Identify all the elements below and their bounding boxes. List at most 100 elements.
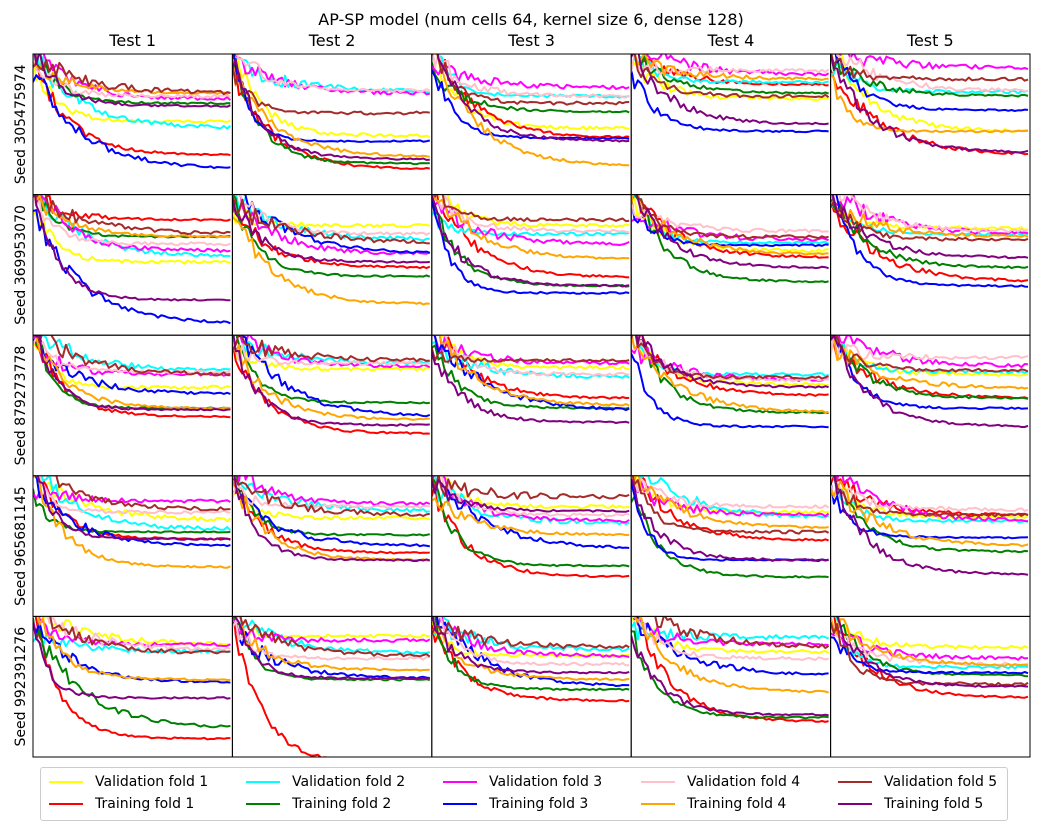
subplot	[830, 615, 1031, 758]
series-line	[232, 216, 430, 306]
series-line	[235, 335, 430, 405]
series-line	[431, 62, 630, 114]
series-line	[33, 475, 231, 569]
subplot	[830, 53, 1031, 196]
series-line	[634, 335, 829, 377]
series-line	[232, 341, 430, 435]
legend-item: Training fold 2	[246, 794, 391, 814]
row-label: Seed 305475974	[13, 64, 29, 184]
series-line	[237, 475, 431, 506]
series-line	[834, 54, 1029, 133]
series-line	[431, 195, 630, 288]
subplot	[630, 53, 832, 196]
subplot	[32, 475, 233, 617]
series-line	[830, 636, 1029, 675]
legend-item: Training fold 3	[443, 794, 588, 814]
series-line	[232, 483, 430, 509]
series-line	[433, 335, 630, 412]
series-line	[635, 335, 829, 389]
series-line	[33, 194, 231, 222]
column-title: Test 5	[906, 31, 954, 50]
series-line	[434, 616, 630, 692]
subplot	[431, 194, 632, 336]
legend-swatch	[838, 781, 872, 783]
series-line	[33, 54, 231, 157]
series-line	[33, 488, 231, 534]
series-line	[33, 54, 231, 108]
series-line	[434, 475, 630, 510]
series-line	[232, 616, 330, 758]
series-line	[232, 335, 430, 363]
series-line	[635, 616, 829, 723]
legend-swatch	[641, 781, 675, 783]
series-line	[34, 194, 231, 302]
series-line	[833, 616, 1029, 650]
series-line	[631, 616, 830, 655]
legend-item: Validation fold 3	[443, 772, 602, 792]
series-line	[431, 199, 630, 295]
series-line	[631, 479, 829, 562]
series-line	[33, 617, 231, 729]
legend-item: Validation fold 4	[641, 772, 800, 792]
series-line	[634, 335, 829, 415]
series-line	[232, 194, 431, 278]
series-line	[232, 478, 430, 517]
series-line	[830, 200, 1029, 242]
series-line	[833, 475, 1029, 576]
series-line	[431, 65, 630, 90]
series-line	[33, 194, 231, 247]
series-line	[631, 68, 829, 134]
series-line	[830, 483, 1029, 512]
series-line	[631, 54, 829, 95]
series-line	[431, 54, 630, 106]
series-line	[431, 476, 630, 568]
series-line	[631, 194, 829, 256]
series-line	[634, 54, 829, 81]
series-line	[239, 194, 431, 237]
series-line	[233, 475, 431, 562]
series-line	[835, 54, 1029, 93]
column-title: Test 1	[108, 31, 156, 50]
subplot	[431, 53, 632, 196]
subplot	[830, 475, 1031, 617]
series-line	[631, 335, 829, 414]
series-line	[431, 621, 630, 650]
series-line	[431, 194, 630, 228]
legend-label: Validation fold 2	[292, 774, 406, 790]
series-line	[433, 335, 630, 366]
series-line	[431, 497, 630, 537]
series-line	[433, 194, 630, 234]
series-line	[631, 630, 829, 720]
series-line	[232, 56, 430, 170]
legend-label: Training fold 4	[687, 796, 787, 812]
series-line	[833, 616, 1029, 699]
series-line	[431, 351, 630, 424]
series-line	[631, 616, 829, 661]
series-line	[38, 616, 231, 655]
series-line	[438, 335, 630, 407]
series-line	[36, 475, 231, 541]
series-line	[632, 616, 829, 676]
series-line	[33, 209, 231, 325]
series-line	[431, 475, 630, 524]
series-line	[631, 353, 829, 429]
series-line	[433, 194, 630, 260]
subplot	[32, 194, 233, 336]
series-line	[830, 198, 1029, 283]
legend-label: Validation fold 3	[489, 774, 603, 790]
series-line	[834, 475, 1029, 523]
series-line	[832, 335, 1029, 410]
series-line	[232, 64, 430, 116]
series-line	[40, 475, 232, 531]
series-line	[34, 616, 231, 741]
series-line	[33, 59, 231, 96]
legend-swatch	[443, 781, 477, 783]
subplot-frame	[32, 475, 233, 617]
series-line	[37, 616, 231, 682]
series-line	[631, 478, 830, 518]
subplot-frame	[830, 615, 1031, 758]
legend-label: Training fold 3	[489, 796, 589, 812]
series-line	[633, 616, 829, 694]
series-line	[830, 54, 1029, 98]
